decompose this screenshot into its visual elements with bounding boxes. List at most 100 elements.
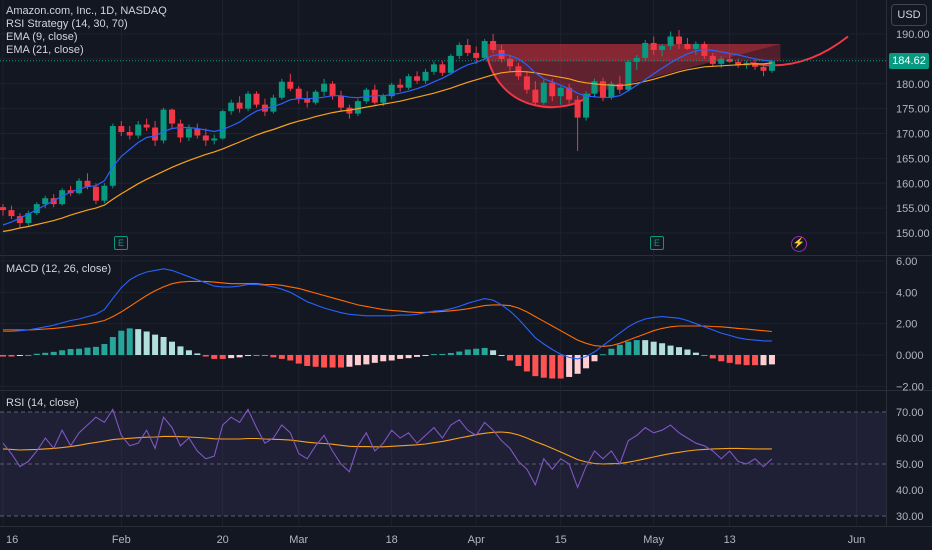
macd-histogram-bar	[84, 347, 91, 355]
macd-histogram-bar	[692, 352, 699, 355]
candle-body	[549, 82, 556, 97]
macd-histogram-bar	[557, 355, 564, 379]
macd-title[interactable]: MACD (12, 26, close)	[6, 263, 112, 275]
price-tick-label: 170.00	[896, 129, 930, 141]
macd-histogram-bar	[33, 353, 40, 355]
time-tick-label: Jun	[848, 534, 866, 546]
macd-histogram-bar	[194, 353, 201, 355]
macd-histogram-bar	[185, 350, 192, 355]
lightning-icon[interactable]: ⚡	[791, 236, 807, 252]
rsi-tick-label: 30.00	[896, 511, 924, 523]
macd-histogram-bar	[456, 351, 463, 355]
macd-histogram-bar	[549, 355, 556, 379]
macd-histogram-bar	[135, 329, 142, 355]
macd-histogram-bar	[743, 355, 750, 366]
macd-histogram-bar	[667, 345, 674, 355]
rsi-title[interactable]: RSI (14, close)	[6, 397, 79, 409]
candle-body	[557, 87, 564, 97]
macd-histogram-bar	[354, 355, 361, 366]
candle-body	[752, 62, 759, 67]
macd-histogram-bar	[67, 349, 74, 355]
candle-body	[625, 61, 632, 90]
macd-histogram-bar	[118, 330, 125, 355]
earnings-marker-2[interactable]: E	[650, 236, 664, 250]
macd-histogram-bar	[735, 355, 742, 365]
candle-body	[667, 36, 674, 46]
candle-body	[287, 81, 294, 89]
macd-histogram-bar	[752, 355, 759, 366]
macd-histogram-bar	[642, 340, 649, 355]
candle-body	[363, 89, 370, 102]
macd-histogram-bar	[236, 355, 243, 358]
macd-histogram-bar	[414, 355, 421, 357]
candle-body	[388, 84, 395, 97]
macd-histogram-bar	[439, 353, 446, 355]
candle-body	[76, 180, 83, 194]
time-tick-label: Apr	[468, 534, 485, 546]
macd-histogram-bar	[270, 355, 277, 358]
candle-body	[642, 42, 649, 58]
candle-body	[616, 83, 623, 90]
macd-histogram-bar	[599, 354, 606, 356]
candle-body	[126, 132, 133, 136]
earnings-marker-1[interactable]: E	[114, 236, 128, 250]
macd-histogram-bar	[8, 355, 15, 357]
macd-histogram-bar	[523, 355, 530, 372]
candle-body	[676, 36, 682, 44]
macd-tick-label: −2.00	[896, 381, 924, 393]
price-tick-label: 175.00	[896, 104, 930, 116]
candle-body	[16, 216, 23, 224]
macd-histogram-bar	[109, 336, 116, 355]
macd-histogram-bar	[245, 355, 252, 356]
indicator-ema21[interactable]: EMA (21, close)	[6, 44, 84, 56]
macd-histogram-bar	[726, 355, 733, 363]
candle-body	[169, 109, 175, 124]
price-axis: 190.00 180.00 175.00 170.00 165.00 160.00 155.…	[896, 29, 930, 523]
candle-body	[507, 58, 513, 67]
macd-histogram-bar	[405, 355, 412, 359]
macd-histogram-bar	[633, 340, 640, 355]
macd-histogram-bar	[507, 355, 513, 361]
macd-histogram-bar	[253, 355, 260, 356]
macd-histogram-bar	[676, 347, 682, 355]
candle-body	[92, 186, 99, 201]
candle-body	[236, 102, 243, 109]
macd-histogram-bar	[177, 346, 184, 355]
candle-body	[228, 102, 235, 112]
macd-histogram-bar	[709, 355, 716, 359]
macd-histogram-bar	[321, 355, 328, 368]
candle-body	[405, 76, 412, 88]
macd-histogram-bar	[768, 355, 775, 365]
macd-histogram-bar	[42, 352, 49, 355]
cup-pattern-drawing[interactable]	[483, 35, 849, 109]
indicator-ema9[interactable]: EMA (9, close)	[6, 31, 78, 43]
macd-histogram-bar	[397, 355, 404, 359]
macd-histogram-bar	[583, 355, 590, 369]
currency-button[interactable]: USD	[891, 4, 927, 26]
candle-body	[33, 204, 40, 214]
macd-histogram-bar	[50, 351, 57, 355]
candle-body	[532, 89, 539, 103]
price-tick-label: 180.00	[896, 79, 930, 91]
candle-body	[464, 44, 471, 53]
macd-histogram-bar	[101, 344, 108, 355]
rsi-line	[2, 408, 773, 489]
candle-body	[709, 55, 716, 64]
candle-body	[211, 138, 218, 141]
candle-body	[659, 45, 666, 50]
candle-body	[540, 82, 547, 103]
macd-histogram-bar	[684, 349, 691, 355]
candle-body	[692, 43, 699, 49]
price-tick-label: 155.00	[896, 203, 930, 215]
symbol-title[interactable]: Amazon.com, Inc., 1D, NASDAQ	[6, 5, 167, 17]
macd-histogram-bar	[608, 348, 615, 355]
candle-body	[202, 135, 209, 141]
macd-histogram-bar	[363, 355, 370, 365]
candle-body	[447, 55, 454, 73]
candle-body	[422, 71, 429, 81]
macd-histogram-bar	[143, 331, 150, 355]
macd-histogram-bar	[228, 355, 235, 359]
candle-body	[101, 185, 108, 201]
indicator-rsi-strategy[interactable]: RSI Strategy (14, 30, 70)	[6, 18, 128, 30]
